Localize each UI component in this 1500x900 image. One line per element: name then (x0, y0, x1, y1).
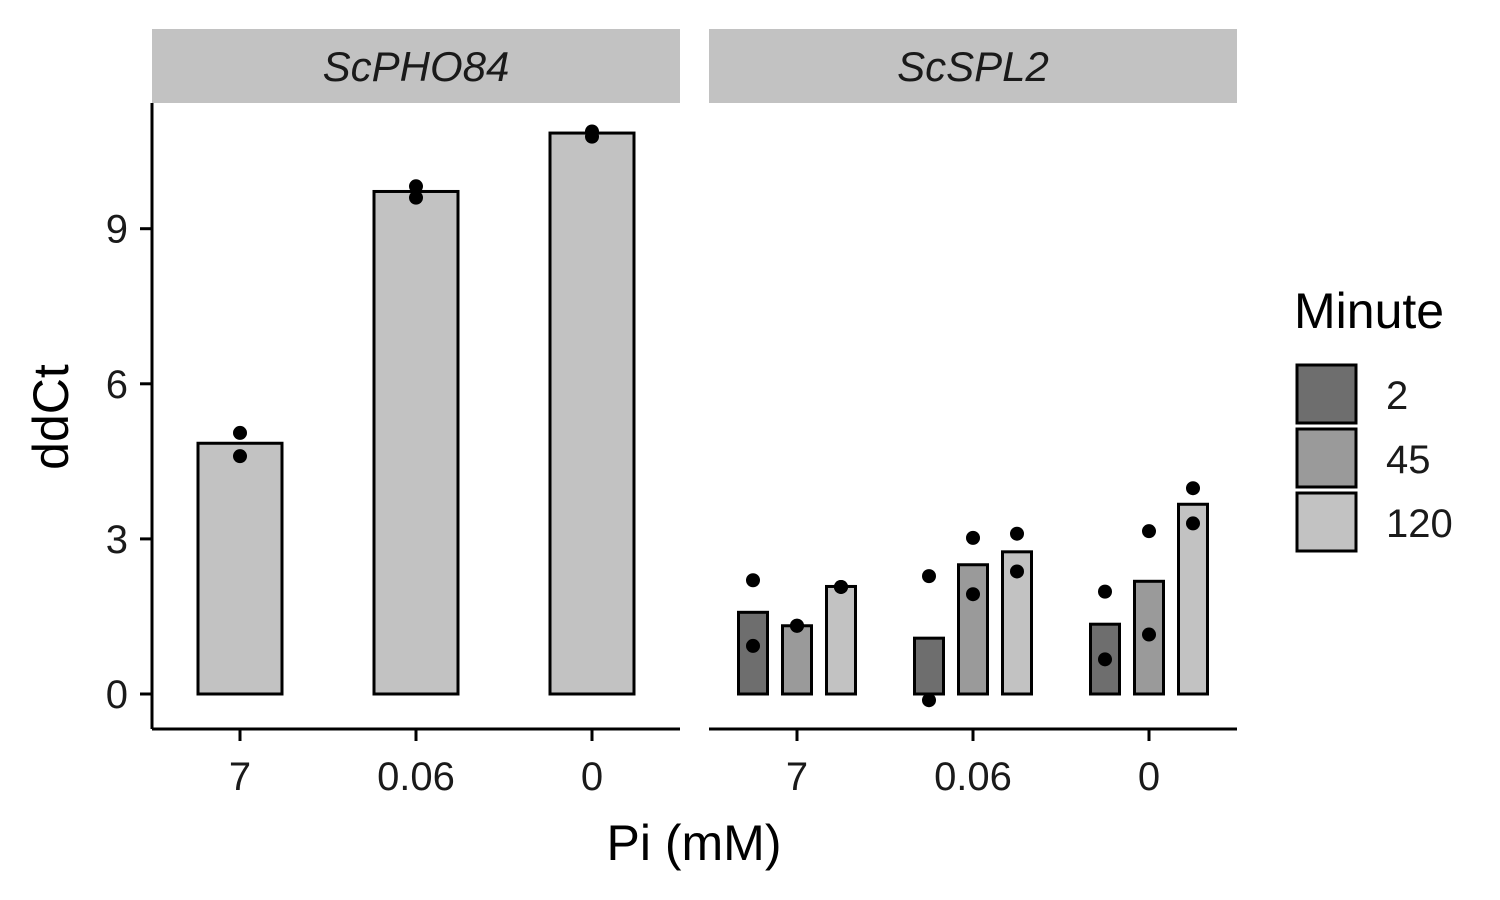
y-axis-title: ddCt (23, 364, 79, 470)
data-point (409, 190, 423, 205)
legend: Minute 2 45 120 (1294, 283, 1453, 553)
data-point (922, 569, 936, 584)
legend-key-2 (1295, 363, 1358, 425)
data-point (922, 693, 936, 708)
y-tick-label: 0 (106, 673, 128, 717)
data-point (233, 425, 247, 440)
data-point (1010, 526, 1024, 541)
panel-ScSPL2: ScSPL2 7 0.06 0 (709, 29, 1237, 799)
y-axis: 0 3 6 9 (106, 103, 154, 729)
data-point (1142, 524, 1156, 539)
panel-ScPHO84: ScPHO84 7 0.06 0 (152, 29, 680, 799)
data-point (585, 129, 599, 144)
data-point (409, 179, 423, 194)
strip-background (709, 29, 1237, 103)
y-tick-label: 3 (106, 518, 128, 562)
x-tick-label: 0 (1138, 755, 1160, 799)
legend-label-120: 120 (1386, 502, 1453, 546)
strip-background (152, 29, 680, 103)
x-tick-label: 0.06 (934, 755, 1012, 799)
data-point (1142, 627, 1156, 642)
bar (825, 584, 857, 696)
x-tick-label: 0 (581, 755, 603, 799)
x-tick-label: 0.06 (377, 755, 455, 799)
data-point (966, 530, 980, 545)
x-tick-label: 7 (229, 755, 251, 799)
data-point (1186, 481, 1200, 496)
legend-title: Minute (1294, 283, 1444, 339)
data-point (233, 449, 247, 464)
bar (957, 563, 989, 696)
legend-label-2: 2 (1386, 374, 1408, 418)
legend-key-120 (1295, 491, 1358, 553)
data-point (790, 618, 804, 633)
data-point (746, 638, 760, 653)
bar (737, 610, 769, 696)
data-point (1186, 516, 1200, 531)
legend-label-45: 45 (1386, 438, 1431, 482)
data-point (966, 587, 980, 602)
bar (372, 189, 460, 696)
bar (913, 636, 945, 696)
y-tick-label: 9 (106, 208, 128, 252)
bar (196, 441, 284, 696)
x-tick-label: 7 (786, 755, 808, 799)
data-point (746, 573, 760, 588)
bar (781, 624, 813, 696)
legend-key-45 (1295, 427, 1358, 489)
bar (1177, 502, 1209, 696)
strip-label: ScSPL2 (897, 43, 1049, 90)
y-tick-label: 6 (106, 363, 128, 407)
bar (548, 131, 636, 696)
data-point (1098, 652, 1112, 667)
strip-label: ScPHO84 (323, 43, 510, 90)
data-point (1010, 564, 1024, 579)
chart-panels: ScPHO84 7 0.06 0 ScSPL2 7 0.06 0 (152, 29, 1237, 799)
data-point (834, 579, 848, 594)
x-axis-title: Pi (mM) (607, 815, 782, 871)
data-point (1098, 584, 1112, 599)
